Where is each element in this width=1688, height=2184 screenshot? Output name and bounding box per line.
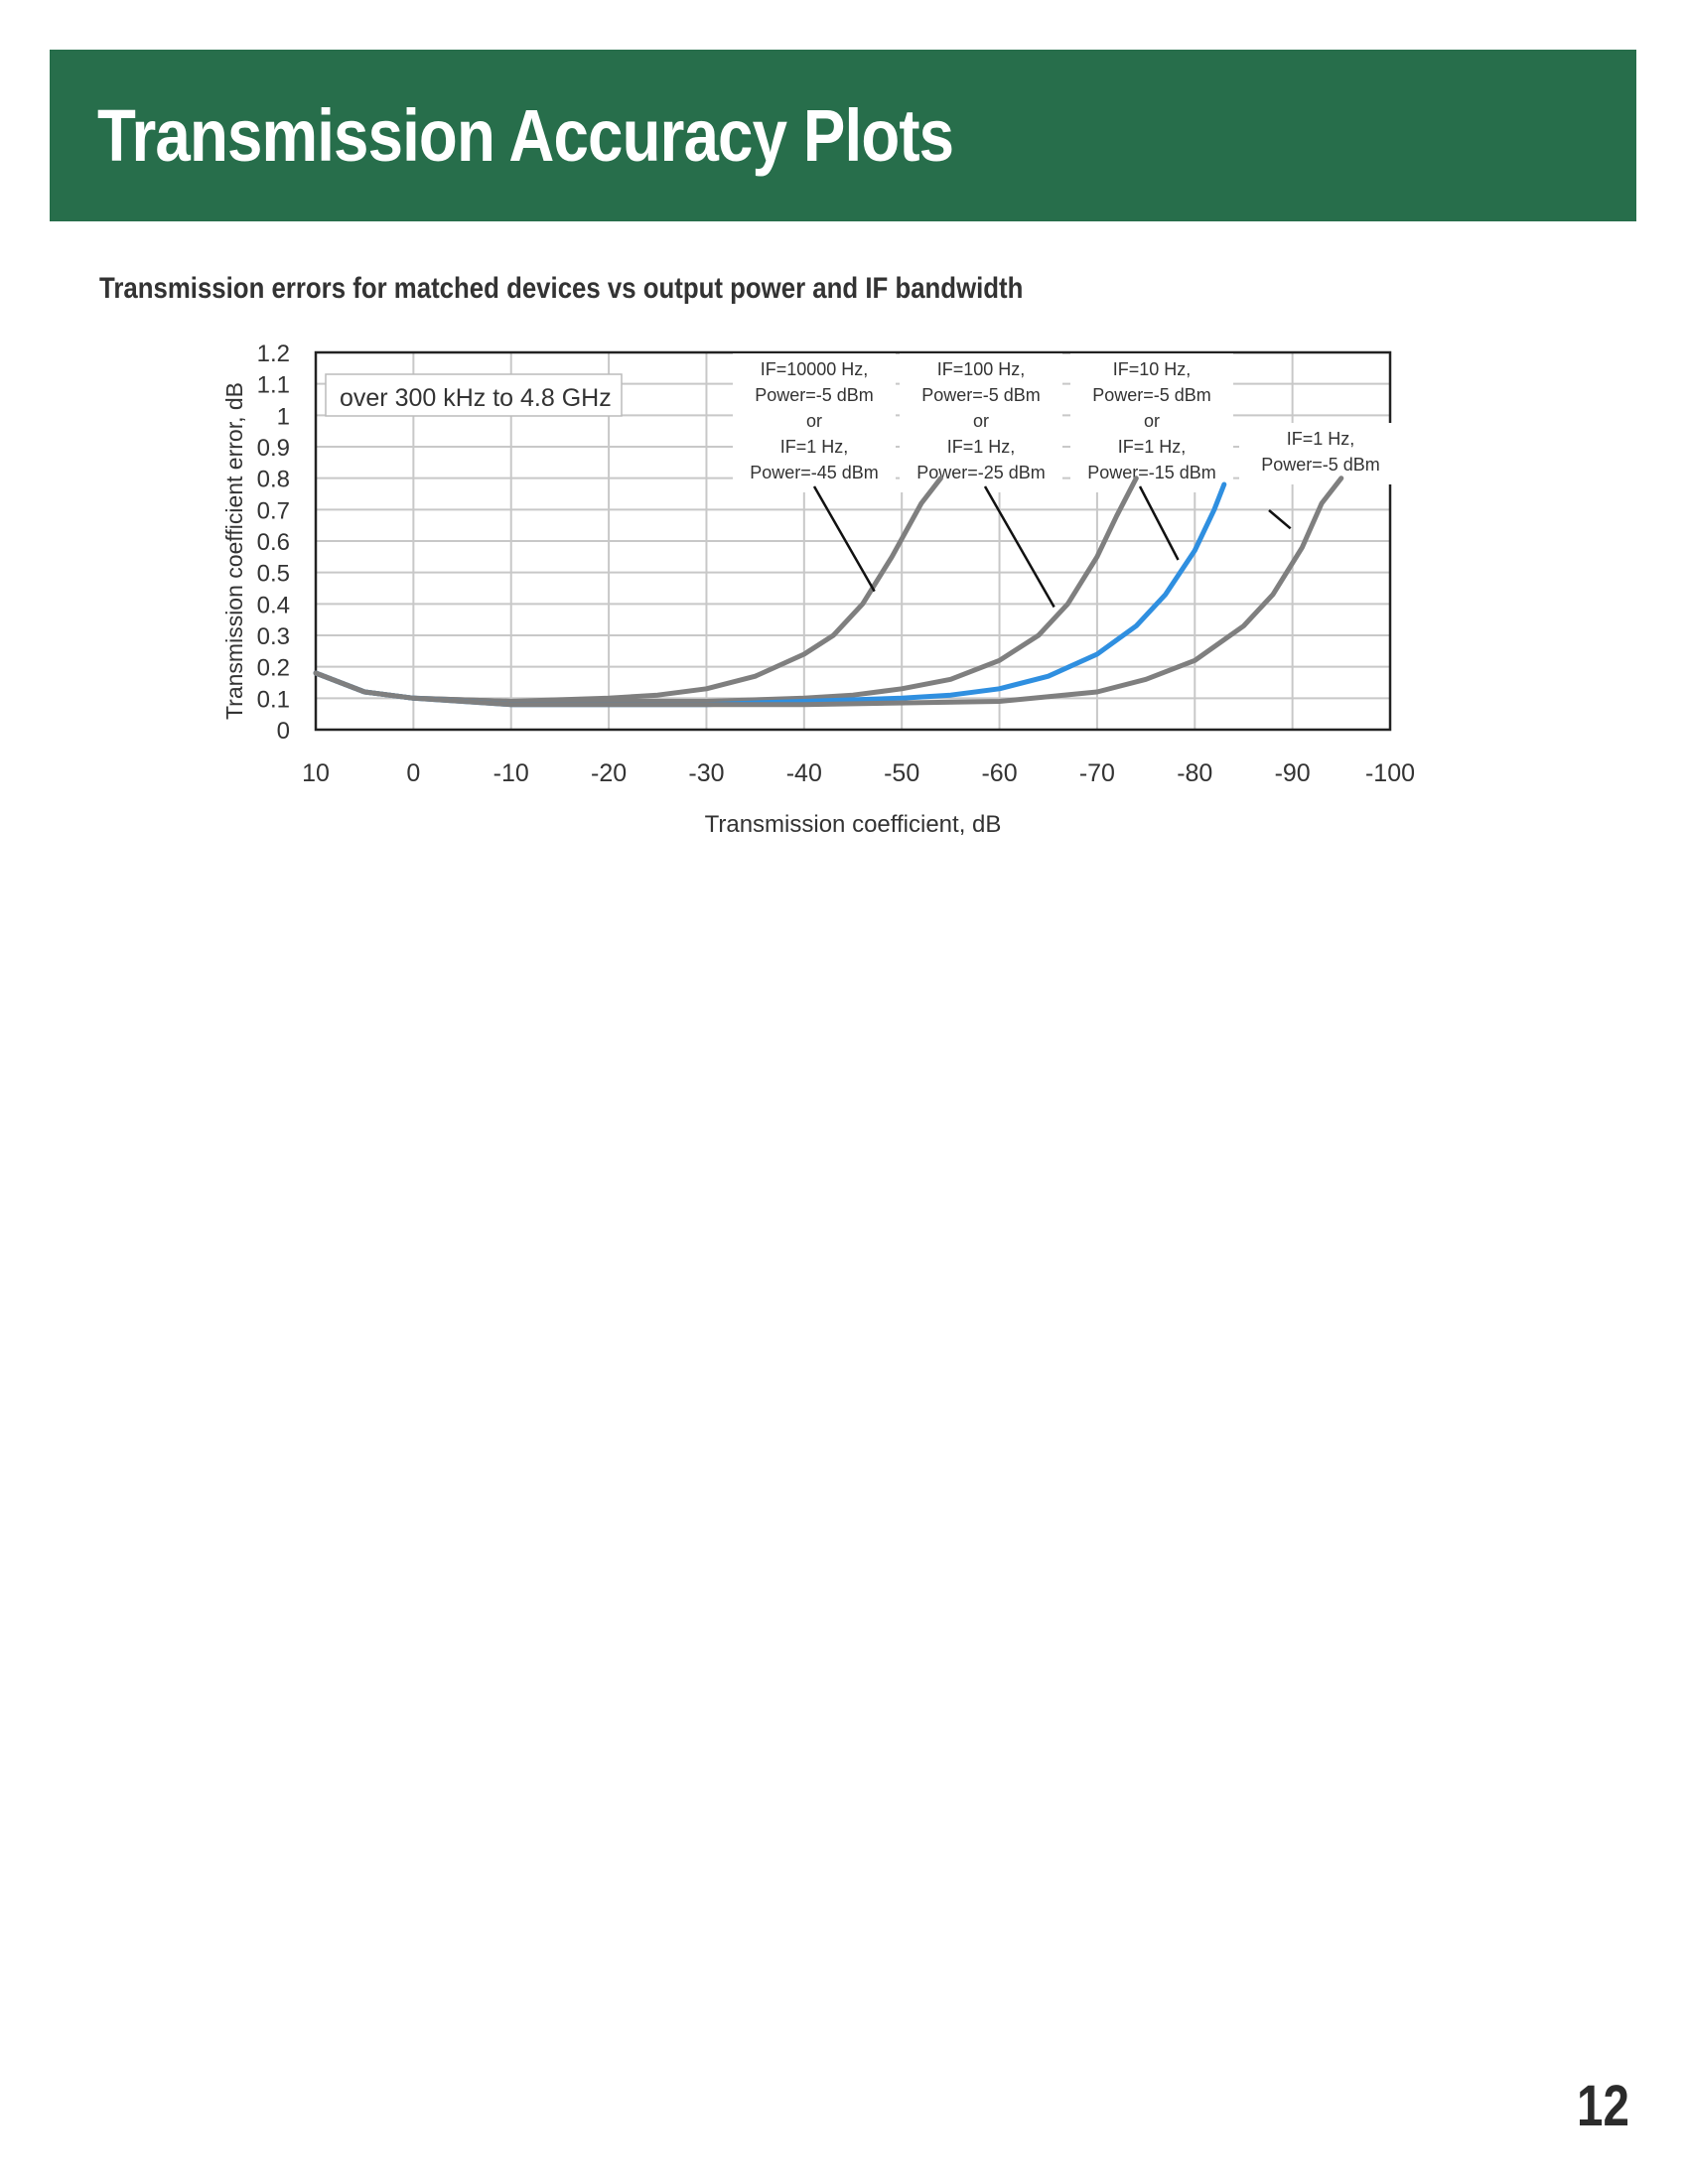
y-tick-label: 1.2 [257,341,290,367]
x-tick-label: -20 [591,759,627,787]
series-label-line: IF=10 Hz, [1113,359,1192,379]
inset-label-box [325,373,623,417]
x-tick-label: -100 [1365,759,1415,787]
x-tick-label: -40 [786,759,822,787]
y-tick-label: 0.2 [257,655,290,682]
page-title: Transmission Accuracy Plots [97,94,954,177]
series-label-box [733,353,896,492]
y-tick-label: 0.3 [257,623,290,650]
x-tick-label: -30 [688,759,724,787]
x-tick-label: -10 [493,759,529,787]
y-tick-label: 0 [277,718,290,745]
series-line [313,476,943,704]
x-tick-label: 0 [406,759,420,787]
series-label-line: IF=1 Hz, [780,437,849,457]
series-label-line: Power=-5 dBm [1261,455,1380,475]
y-tick-label: 0.7 [257,497,290,524]
series-label-line: IF=1 Hz, [1287,429,1355,449]
inset-label: over 300 kHz to 4.8 GHz [340,384,612,412]
series-label-box [1239,423,1402,484]
series-label-line: or [973,411,989,431]
series-label-line: Power=-5 dBm [921,385,1041,405]
series-label-box [900,353,1062,492]
series-label-line: IF=1 Hz, [1118,437,1187,457]
label-leader-line [983,485,1055,609]
series-label-line: Power=-5 dBm [755,385,874,405]
x-tick-label: -90 [1275,759,1311,787]
series-label-line: IF=10000 Hz, [761,359,869,379]
y-tick-label: 0.8 [257,467,290,493]
x-tick-label: -50 [884,759,919,787]
series-label-line: or [806,411,822,431]
series-line [313,476,1344,708]
x-axis-label: Transmission coefficient, dB [705,811,1002,838]
x-tick-label: -60 [981,759,1017,787]
page-number: 12 [1577,2074,1629,2138]
x-tick-label: 10 [302,759,330,787]
label-leader-line [812,485,876,593]
header-banner: Transmission Accuracy Plots [50,50,1636,221]
series-label-line: IF=1 Hz, [947,437,1016,457]
figure-caption: Transmission errors for matched devices … [99,272,1024,305]
series-label-line: Power=-5 dBm [1092,385,1211,405]
y-tick-label: 0.9 [257,435,290,462]
y-tick-label: 1.1 [257,372,290,399]
series-label-line: Power=-45 dBm [750,463,879,482]
y-tick-label: 1 [277,403,290,430]
y-axis-label: Transmission coefficient error, dB [221,382,247,720]
y-tick-label: 0.4 [257,592,290,618]
series-label-line: Power=-15 dBm [1087,463,1216,482]
plot-frame [314,350,1392,732]
label-leader-line [1138,485,1180,561]
y-tick-label: 0.1 [257,686,290,713]
y-tick-label: 0.6 [257,529,290,556]
x-tick-label: -80 [1177,759,1212,787]
series-label-box [1070,353,1233,492]
transmission-error-chart: over 300 kHz to 4.8 GHz IF=10000 Hz, Power… [221,341,1415,838]
y-tick-label: 0.5 [257,561,290,588]
series-label-line: IF=100 Hz, [937,359,1026,379]
x-tick-label: -70 [1079,759,1115,787]
series-label-line: or [1144,411,1160,431]
series-line [313,476,1139,704]
label-leader-line [1268,509,1292,530]
series-label-line: Power=-25 dBm [916,463,1046,482]
